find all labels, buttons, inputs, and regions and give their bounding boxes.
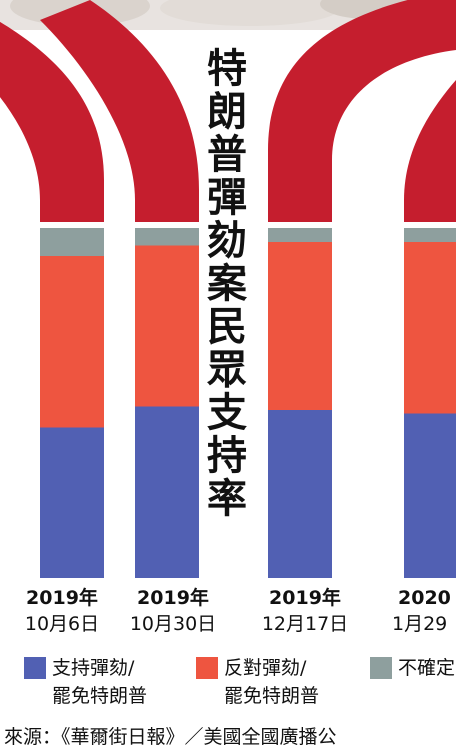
title-char: 持: [207, 433, 247, 479]
bar-segment-support: [135, 406, 199, 578]
title-char: 朗: [207, 89, 247, 135]
bar-segment-oppose: [40, 256, 104, 428]
legend-line1: 反對彈劾/: [224, 657, 307, 679]
arch-ribbon: [40, 0, 199, 222]
legend-line2: 罷免特朗普: [52, 685, 148, 707]
x-label-year: 2020: [398, 587, 451, 609]
bar-segment-support: [268, 410, 332, 578]
x-label-year: 2019年: [137, 587, 209, 609]
arch-ribbon: [0, 21, 104, 222]
legend-label-unsure: 不確定: [398, 654, 455, 682]
legend-line1: 支持彈劾/: [52, 657, 135, 679]
title-char: 支: [207, 390, 247, 436]
legend-line2: 罷免特朗普: [224, 685, 320, 707]
bars-group: [40, 228, 456, 578]
x-label-date: 12月17日: [261, 613, 349, 635]
arch-ribbon: [268, 0, 456, 222]
bar-segment-support: [40, 427, 104, 578]
legend-swatch-support: [24, 657, 46, 679]
bar-segment-oppose: [135, 245, 199, 407]
x-label-2: 2019年 10月30日: [118, 586, 228, 638]
x-label-date: 10月30日: [129, 613, 217, 635]
legend-swatch-unsure: [370, 657, 392, 679]
arch-ribbon: [404, 80, 456, 222]
bar-segment-unsure: [268, 228, 332, 242]
arch-ribbons: [0, 0, 456, 222]
title-char: 率: [207, 476, 247, 522]
title-char: 眾: [207, 347, 247, 393]
title-char: 案: [207, 261, 247, 307]
legend: 支持彈劾/ 罷免特朗普 反對彈劾/ 罷免特朗普 不確定: [0, 654, 456, 714]
bar-segment-unsure: [404, 228, 456, 242]
bar-segment-oppose: [404, 242, 456, 414]
x-label-1: 2019年 10月6日: [7, 586, 117, 638]
x-label-year: 2019年: [26, 587, 98, 609]
x-label-date: 1月29: [392, 613, 448, 635]
bar-segment-oppose: [268, 242, 332, 410]
title-char: 民: [207, 304, 247, 350]
legend-line1: 不確定: [398, 657, 456, 679]
bar-segment-unsure: [135, 228, 199, 246]
bar-segment-support: [404, 413, 456, 578]
legend-label-oppose: 反對彈劾/ 罷免特朗普: [224, 654, 319, 710]
legend-swatch-oppose: [196, 657, 218, 679]
legend-item-oppose: 反對彈劾/ 罷免特朗普: [196, 654, 319, 710]
x-label-date: 10月6日: [24, 613, 100, 635]
title-char: 彈: [207, 175, 247, 221]
title-char: 普: [207, 132, 247, 178]
legend-item-support: 支持彈劾/ 罷免特朗普: [24, 654, 147, 710]
source-note: 來源：《華爾街日報》／美國全國廣播公: [4, 726, 337, 748]
title-char: 特: [207, 46, 247, 92]
stacked-bar-chart: [0, 0, 456, 580]
x-label-3: 2019年 12月17日: [250, 586, 360, 638]
x-label-4: 2020 1月29: [376, 586, 456, 638]
legend-item-unsure: 不確定: [370, 654, 456, 682]
x-label-year: 2019年: [269, 587, 341, 609]
legend-label-support: 支持彈劾/ 罷免特朗普: [52, 654, 147, 710]
bar-segment-unsure: [40, 228, 104, 256]
chart-title: 特朗普彈劾案民眾支持率: [205, 48, 249, 521]
title-char: 劾: [207, 218, 247, 264]
